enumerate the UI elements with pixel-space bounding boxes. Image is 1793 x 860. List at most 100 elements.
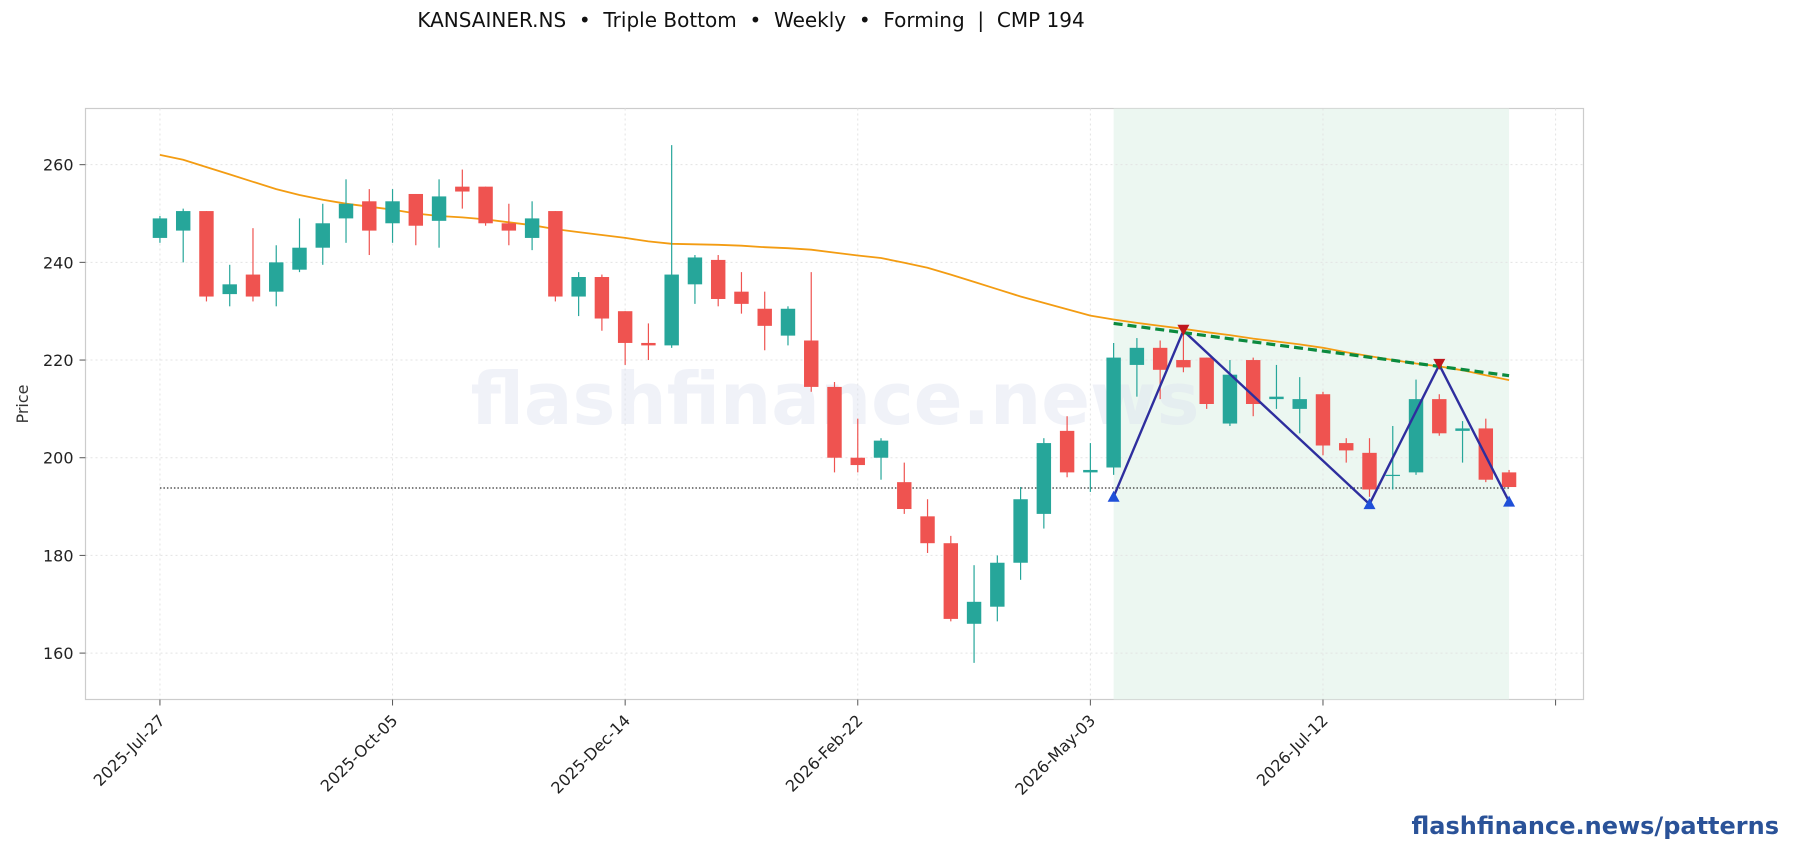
candle — [850, 418, 865, 473]
candle-body — [199, 211, 214, 297]
candle-body — [1245, 360, 1261, 404]
candle-body — [1129, 347, 1145, 365]
candle-body — [1269, 396, 1284, 400]
candle-body — [431, 196, 447, 221]
candle — [1455, 421, 1470, 463]
candle-body — [943, 543, 959, 619]
candle-body — [478, 186, 493, 224]
candle-body — [1315, 394, 1331, 446]
candle-body — [1083, 469, 1098, 473]
candle — [1152, 340, 1168, 400]
candle — [804, 272, 819, 392]
trough-marker — [1363, 498, 1376, 510]
candle-body — [1152, 347, 1168, 370]
candle-body — [990, 562, 1005, 607]
candle-body — [1292, 399, 1307, 409]
candle — [571, 272, 586, 317]
footer-link[interactable]: flashfinance.news/patterns — [1411, 812, 1779, 840]
candle-body — [734, 291, 749, 304]
trough-marker — [1107, 490, 1120, 502]
trough-marker — [1503, 495, 1516, 507]
candle-body — [1455, 428, 1470, 431]
peak-marker — [1433, 358, 1446, 370]
candle-body — [1106, 357, 1121, 468]
x-tick-label: 2026-Jul-12 — [1253, 711, 1332, 790]
x-tick-label: 2025-Oct-05 — [317, 711, 402, 796]
candle-body — [245, 274, 261, 297]
candle — [734, 272, 749, 314]
candle — [269, 245, 284, 307]
y-axis-label: Price — [13, 384, 32, 423]
candle — [1292, 377, 1307, 434]
candle — [641, 323, 656, 361]
candle — [524, 201, 540, 251]
candle — [966, 565, 982, 663]
candle — [990, 555, 1005, 622]
candle — [687, 255, 703, 304]
candle — [827, 382, 842, 473]
candle — [152, 215, 168, 243]
candle — [943, 535, 959, 622]
candle — [1059, 416, 1075, 478]
candle — [455, 169, 470, 209]
candle-body — [408, 193, 424, 226]
candle-body — [664, 274, 679, 346]
candle-body — [524, 218, 540, 238]
candle-body — [1362, 452, 1377, 490]
candle — [1083, 443, 1098, 492]
candle — [1315, 391, 1331, 456]
candle-body — [641, 342, 656, 346]
candle — [594, 274, 610, 331]
candle-body — [315, 223, 330, 248]
candle-body — [897, 482, 912, 510]
candle-body — [804, 340, 819, 387]
candle-body — [571, 277, 586, 297]
candle — [222, 264, 237, 307]
candle-body — [501, 223, 517, 231]
candle-body — [827, 386, 842, 458]
candle-body — [1036, 443, 1052, 514]
candle — [501, 203, 517, 246]
candle — [292, 218, 307, 273]
candle — [1036, 438, 1052, 529]
x-tick-label: 2025-Dec-14 — [547, 711, 634, 798]
candle-body — [780, 308, 796, 336]
candle-body — [710, 259, 726, 299]
chart-title: KANSAINER.NS • Triple Bottom • Weekly • … — [417, 8, 1085, 32]
candle-body — [966, 601, 982, 624]
candle-body — [455, 186, 470, 192]
candle — [548, 211, 563, 302]
candle-body — [1199, 357, 1214, 404]
candle — [385, 189, 400, 243]
y-tick-label: 220 — [43, 351, 74, 370]
candle — [1339, 438, 1354, 463]
candle — [175, 208, 191, 263]
candle-body — [269, 262, 284, 292]
candle — [408, 193, 424, 246]
y-tick-label: 240 — [43, 253, 74, 272]
candle — [1269, 364, 1284, 409]
candle-body — [292, 247, 307, 270]
candle-body — [1013, 499, 1028, 563]
candle — [362, 189, 377, 256]
candle — [1432, 394, 1447, 436]
candle — [873, 438, 889, 480]
candle-body — [175, 211, 191, 231]
candle — [1176, 330, 1191, 373]
candle-body — [594, 277, 610, 319]
candle-body — [757, 308, 772, 326]
moving-average-line — [159, 154, 1510, 381]
candle — [338, 179, 354, 243]
candle — [1106, 342, 1121, 475]
candle-body — [920, 516, 935, 544]
candle — [897, 462, 912, 514]
candle-body — [1385, 474, 1400, 477]
peak-marker — [1177, 324, 1190, 336]
candle-body — [222, 284, 237, 295]
y-tick-label: 260 — [43, 156, 74, 175]
candle-body — [338, 203, 354, 219]
candle-body — [1432, 399, 1447, 434]
candle — [199, 211, 214, 302]
y-tick-label: 160 — [43, 644, 74, 663]
